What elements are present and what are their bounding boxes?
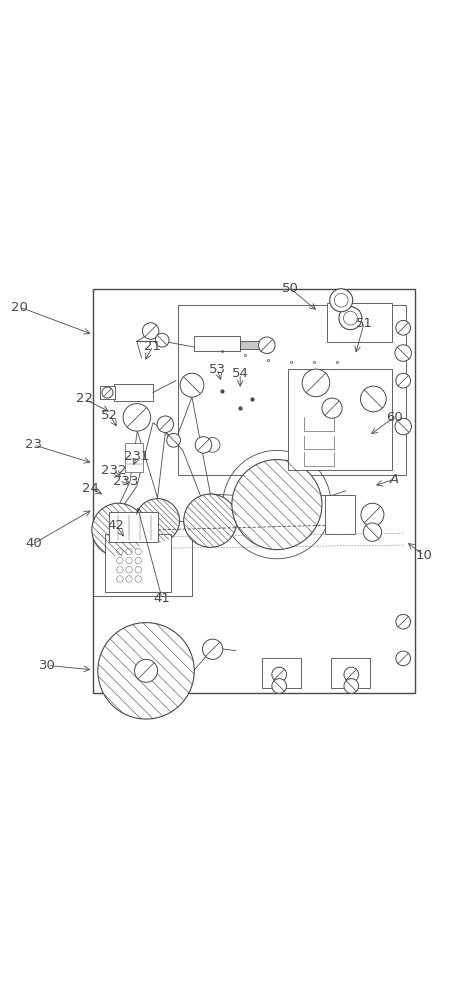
Bar: [93, 521, 192, 596]
Text: 20: 20: [12, 301, 28, 314]
Circle shape: [339, 307, 362, 330]
Circle shape: [396, 373, 411, 388]
Circle shape: [395, 418, 412, 435]
Text: 24: 24: [83, 482, 99, 495]
Bar: [100, 386, 115, 399]
Text: 232: 232: [101, 464, 127, 477]
Circle shape: [396, 320, 411, 335]
Text: 41: 41: [154, 592, 170, 605]
Circle shape: [134, 659, 158, 682]
Circle shape: [344, 679, 359, 693]
Text: A: A: [389, 473, 399, 486]
Bar: [178, 305, 406, 475]
Text: 23: 23: [25, 438, 42, 451]
Text: 231: 231: [124, 450, 150, 463]
Circle shape: [360, 386, 386, 412]
Circle shape: [123, 404, 151, 431]
Circle shape: [361, 503, 384, 526]
Circle shape: [180, 373, 204, 397]
Circle shape: [184, 494, 237, 547]
Text: 52: 52: [101, 409, 118, 422]
Bar: [331, 658, 370, 688]
Text: 53: 53: [209, 363, 226, 376]
Text: 233: 233: [113, 475, 138, 488]
Bar: [262, 658, 301, 688]
Bar: [114, 384, 153, 401]
Circle shape: [259, 337, 275, 354]
Circle shape: [272, 679, 286, 693]
Text: 30: 30: [39, 659, 56, 672]
Circle shape: [167, 433, 181, 447]
Circle shape: [155, 333, 169, 347]
Circle shape: [142, 323, 159, 339]
Circle shape: [322, 398, 342, 418]
Circle shape: [135, 499, 180, 543]
Bar: [328, 303, 392, 342]
Circle shape: [102, 387, 113, 398]
Bar: [125, 443, 143, 472]
Bar: [240, 341, 261, 349]
Circle shape: [98, 623, 194, 719]
Circle shape: [396, 614, 411, 629]
Bar: [93, 289, 415, 693]
Circle shape: [232, 460, 322, 550]
Circle shape: [344, 667, 359, 682]
Text: 54: 54: [232, 367, 249, 380]
Circle shape: [202, 639, 223, 659]
Circle shape: [363, 523, 382, 541]
Text: 10: 10: [415, 549, 432, 562]
Text: 42: 42: [108, 519, 125, 532]
Text: 51: 51: [356, 317, 373, 330]
Bar: [194, 336, 240, 351]
Bar: [288, 369, 392, 470]
Text: 21: 21: [145, 340, 161, 353]
Text: 60: 60: [386, 411, 402, 424]
Text: 22: 22: [76, 392, 92, 405]
Circle shape: [302, 369, 330, 397]
Circle shape: [195, 437, 212, 453]
Text: 40: 40: [25, 537, 42, 550]
Circle shape: [157, 416, 174, 432]
Circle shape: [272, 667, 286, 682]
Bar: [109, 512, 158, 542]
Circle shape: [395, 345, 412, 361]
Text: 50: 50: [282, 282, 299, 295]
Bar: [325, 495, 355, 534]
Circle shape: [330, 289, 353, 312]
Circle shape: [92, 503, 145, 556]
Circle shape: [396, 651, 411, 666]
Bar: [105, 534, 171, 592]
